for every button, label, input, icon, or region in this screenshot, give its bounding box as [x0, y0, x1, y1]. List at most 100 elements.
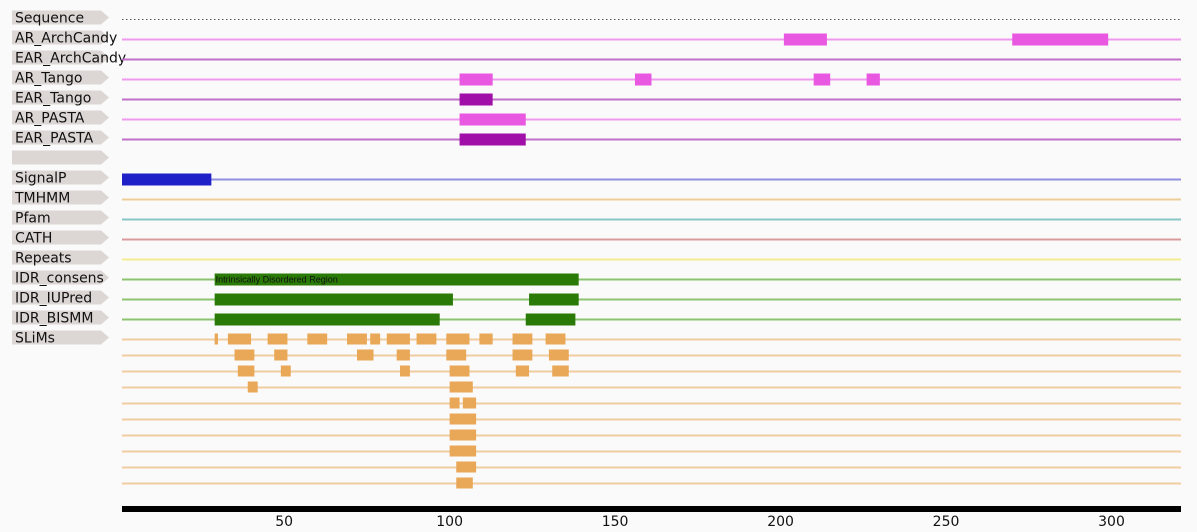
feature-idr-bismm[interactable] [214, 313, 440, 326]
track-label-idr-bismm[interactable]: IDR_BISMM [12, 310, 109, 327]
track-label-tab [12, 150, 109, 165]
track-label-tab [12, 210, 109, 225]
track-label-tab [12, 170, 109, 185]
feature-idr-bismm[interactable] [525, 313, 576, 326]
feature-ear-pasta[interactable] [459, 133, 526, 146]
track-label-tab [12, 30, 109, 45]
slim-feature[interactable] [237, 365, 255, 377]
slim-feature[interactable] [247, 381, 258, 393]
slim-feature[interactable] [449, 429, 477, 441]
feature-ar-tango[interactable] [634, 73, 652, 86]
axis-tick-label: 200 [767, 514, 794, 530]
track-label-ar-archcandy[interactable]: AR_ArchCandy [12, 30, 117, 47]
track-label-text: IDR_BISMM [15, 311, 93, 327]
track-label-ear-archcandy[interactable]: EAR_ArchCandy [12, 50, 126, 67]
slim-feature[interactable] [347, 333, 367, 345]
track-label-tab [12, 250, 109, 265]
slim-feature[interactable] [512, 333, 533, 345]
slim-feature[interactable] [446, 333, 470, 345]
track-label-tab [12, 230, 109, 245]
slim-feature[interactable] [545, 333, 566, 345]
track-label-text: Pfam [15, 211, 51, 227]
feature-ar-tango[interactable] [813, 73, 831, 86]
slim-feature[interactable] [449, 365, 470, 377]
slim-feature[interactable] [449, 381, 473, 393]
track-label-tab [12, 90, 109, 105]
slim-feature[interactable] [552, 365, 569, 377]
feature-signalp[interactable] [122, 173, 212, 186]
slim-feature[interactable] [479, 333, 493, 345]
axis-tick-label: 50 [275, 514, 293, 530]
track-label-tab [12, 270, 109, 285]
track-label-text: SignalP [15, 171, 66, 187]
slim-feature[interactable] [399, 365, 410, 377]
track-label-text: TMHMM [14, 191, 70, 207]
feature-ar-pasta[interactable] [459, 113, 526, 126]
feature-ar-tango[interactable] [866, 73, 880, 86]
track-label-ar-tango[interactable]: AR_Tango [12, 70, 109, 87]
track-features: Intrinsically Disordered Region [122, 33, 1109, 489]
feature-ar-tango[interactable] [459, 73, 493, 86]
slim-feature[interactable] [386, 333, 410, 345]
slim-feature[interactable] [214, 333, 218, 345]
track-label-ear-pasta[interactable]: EAR_PASTA [12, 130, 109, 147]
track-label-tab [12, 330, 109, 345]
track-label-slims[interactable]: SLiMs [12, 330, 109, 347]
slim-feature[interactable] [456, 477, 473, 489]
slim-feature[interactable] [456, 461, 477, 473]
track-label-text: IDR_IUPred [15, 291, 92, 307]
feature-ear-tango[interactable] [459, 93, 493, 106]
track-label-ar-pasta[interactable]: AR_PASTA [12, 110, 109, 127]
slim-feature[interactable] [307, 333, 328, 345]
track-label-idr-consens[interactable]: IDR_consens [12, 270, 109, 287]
feature-idr-iupred[interactable] [529, 293, 579, 306]
slim-feature[interactable] [267, 333, 288, 345]
slim-feature[interactable] [396, 349, 410, 361]
track-label-tab [12, 70, 109, 85]
slim-feature[interactable] [274, 349, 288, 361]
track-label-tmhmm[interactable]: TMHMM [12, 190, 109, 207]
axis-tick-label: 150 [602, 514, 629, 530]
track-label-text: EAR_Tango [15, 91, 91, 107]
track-label-tab [12, 290, 109, 305]
track-label-text: Sequence [15, 11, 84, 27]
track-label-text: AR_PASTA [15, 111, 85, 127]
slim-feature[interactable] [449, 397, 460, 409]
slim-feature[interactable] [234, 349, 255, 361]
slim-feature[interactable] [548, 349, 569, 361]
track-label-tab [12, 130, 109, 145]
slim-feature[interactable] [515, 365, 530, 377]
track-label-tab [12, 310, 109, 325]
track-label-blank[interactable] [12, 150, 109, 165]
slim-feature[interactable] [356, 349, 374, 361]
track-label-signalp[interactable]: SignalP [12, 170, 109, 187]
track-label-repeats[interactable]: Repeats [12, 250, 109, 267]
track-label-text: Repeats [15, 251, 72, 267]
track-label-text: AR_Tango [15, 71, 82, 87]
feature-idr-iupred[interactable] [214, 293, 453, 306]
slim-feature[interactable] [227, 333, 252, 345]
sequence-axis: 50 100 150 200 250 300 [122, 506, 1181, 530]
feature-idr-consens[interactable] [214, 273, 579, 286]
slim-feature[interactable] [449, 445, 477, 457]
track-label-tab [12, 110, 109, 125]
slim-feature[interactable] [462, 397, 477, 409]
axis-bar [122, 506, 1181, 512]
track-label-idr-iupred[interactable]: IDR_IUPred [12, 290, 109, 307]
feature-ar-archcandy[interactable] [1012, 33, 1109, 46]
slim-feature[interactable] [512, 349, 533, 361]
slim-feature[interactable] [370, 333, 381, 345]
track-label-text: SLiMs [15, 331, 55, 347]
slim-feature[interactable] [416, 333, 437, 345]
slim-feature[interactable] [449, 413, 477, 425]
track-label-ear-tango[interactable]: EAR_Tango [12, 90, 109, 107]
track-label-sequence[interactable]: Sequence [12, 10, 109, 27]
slim-feature[interactable] [280, 365, 291, 377]
track-label-pfam[interactable]: Pfam [12, 210, 109, 227]
track-labels: Sequence AR_ArchCandy EAR_ArchCandy AR_Tang… [12, 10, 126, 347]
track-label-text: AR_ArchCandy [15, 31, 117, 47]
slim-feature[interactable] [446, 349, 467, 361]
track-label-cath[interactable]: CATH [12, 230, 109, 247]
feature-ar-archcandy[interactable] [783, 33, 827, 46]
